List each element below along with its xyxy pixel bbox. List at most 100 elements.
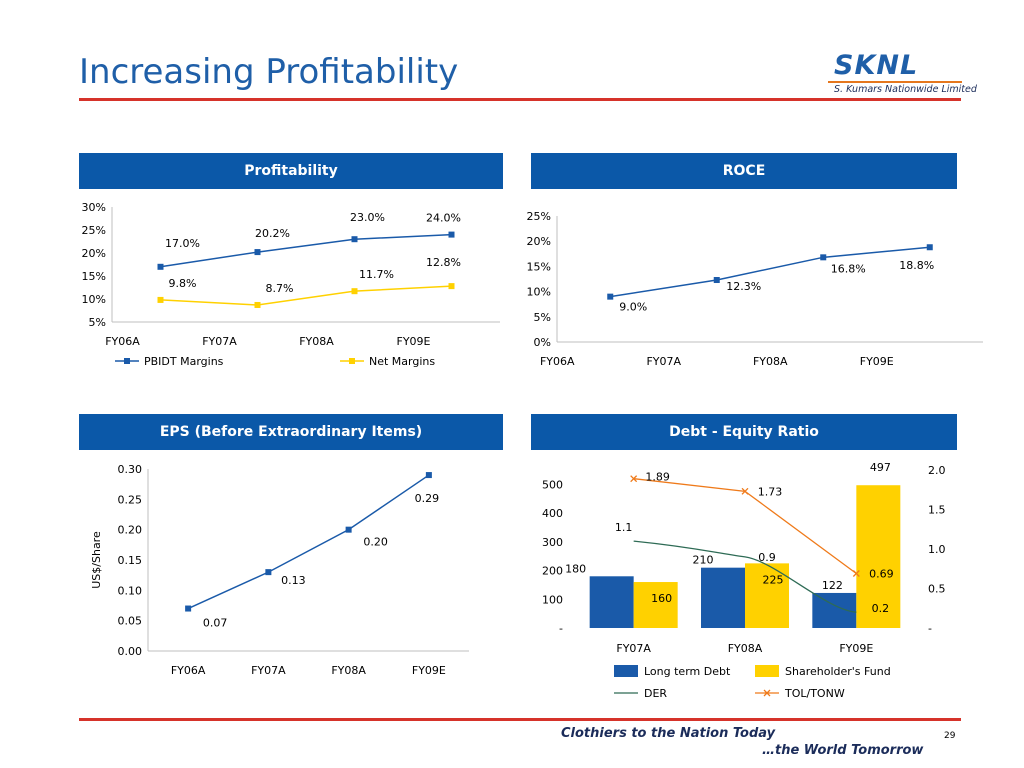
x-tick-label: FY07A	[646, 355, 681, 368]
data-point	[254, 301, 261, 308]
y-tick-label: 15%	[527, 260, 551, 273]
data-label: 0.13	[281, 574, 306, 587]
y-tick-label: 0%	[534, 336, 551, 349]
legend-marker	[124, 358, 130, 364]
legend-label: Shareholder's Fund	[785, 665, 891, 678]
y-tick-label: 0.15	[118, 554, 143, 567]
der-header: Debt - Equity Ratio	[531, 414, 957, 450]
data-label: 11.7%	[359, 268, 394, 281]
data-point	[185, 605, 192, 612]
der-label: 0.2	[872, 602, 890, 615]
y-tick-label-right: 1.5	[928, 504, 946, 517]
der-label: 1.1	[615, 521, 633, 534]
page-number: 29	[944, 731, 956, 741]
logo-company-name: S. Kumars Nationwide Limited	[834, 84, 977, 95]
profitability-header: Profitability	[79, 153, 503, 189]
y-tick-label-right: -	[928, 622, 932, 635]
tol-label: 1.73	[758, 485, 783, 498]
tagline-secondary: …the World Tomorrow	[762, 743, 924, 758]
data-label: 0.29	[415, 492, 440, 505]
y-tick-label-left: 400	[542, 507, 563, 520]
data-point	[157, 296, 164, 303]
x-tick-label: FY07A	[202, 335, 237, 348]
y-tick-label-left: 100	[542, 593, 563, 606]
slide-title: Increasing Profitability	[79, 52, 459, 92]
series-line	[160, 285, 452, 306]
series-line	[160, 233, 452, 268]
bar	[856, 485, 901, 628]
x-tick-label: FY08A	[331, 664, 366, 677]
data-label: 0.07	[203, 617, 228, 630]
x-tick-label: FY06A	[540, 355, 575, 368]
tol-line	[633, 478, 857, 575]
data-point	[448, 231, 455, 238]
data-label: 9.8%	[169, 277, 197, 290]
y-tick-label: 25%	[82, 224, 106, 237]
y-axis-label: US$/Share	[90, 531, 103, 589]
y-tick-label: 0.30	[118, 463, 143, 476]
data-point	[713, 277, 720, 284]
y-tick-label: 5%	[89, 316, 106, 329]
y-tick-label: 25%	[527, 210, 551, 223]
roce-chart: 0% 5% 10% 15% 20% 25% FY06A FY07A FY08A FY09E 9.0%…	[527, 210, 983, 368]
logo-wordmark: SKNL	[834, 50, 919, 81]
legend-label: Net Margins	[369, 355, 435, 368]
legend-label: TOL/TONW	[784, 687, 845, 700]
data-label: 12.8%	[426, 256, 461, 269]
tol-label: 1.89	[645, 471, 670, 484]
y-tick-label-right: 0.5	[928, 583, 946, 596]
bar	[701, 567, 745, 628]
y-tick-label: 10%	[82, 293, 106, 306]
data-label: 17.0%	[165, 237, 200, 250]
data-label: 12.3%	[726, 280, 761, 293]
x-tick-label: FY09E	[860, 355, 894, 368]
data-point	[254, 249, 261, 256]
roce-header: ROCE	[531, 153, 957, 189]
tol-marker	[630, 475, 638, 483]
y-tick-label: 30%	[82, 201, 106, 214]
y-tick-label: 5%	[534, 311, 551, 324]
data-point	[351, 288, 358, 295]
x-tick-label: FY07A	[251, 664, 286, 677]
y-tick-label: 20%	[82, 247, 106, 260]
eps-chart: 0.00 0.05 0.10 0.15 0.20 0.25 0.30 FY06A FY07A FY…	[90, 463, 469, 677]
profitability-chart: 5% 10% 15% 20% 25% 30% FY06A FY07A FY08A FY09E 17.…	[82, 201, 500, 368]
x-tick-label: FY06A	[105, 335, 140, 348]
y-tick-label-right: 2.0	[928, 464, 946, 477]
legend-label: Long term Debt	[644, 665, 731, 678]
x-tick-label: FY08A	[299, 335, 334, 348]
footer-divider	[79, 718, 961, 721]
data-label: 20.2%	[255, 227, 290, 240]
data-point	[345, 526, 352, 533]
der-line	[633, 540, 857, 613]
x-tick-label: FY07A	[616, 642, 651, 655]
y-tick-label: 15%	[82, 270, 106, 283]
y-tick-label-left: 500	[542, 478, 563, 491]
data-label: 16.8%	[831, 262, 866, 275]
legend-swatch	[614, 665, 638, 677]
bar	[745, 563, 789, 628]
x-tick-label: FY08A	[753, 355, 788, 368]
data-point	[607, 293, 614, 300]
y-tick-label: 0.00	[118, 645, 143, 658]
bar-label: 210	[693, 554, 714, 567]
y-tick-label-left: -	[559, 622, 563, 635]
debt-equity-chart: - 100 200 300 400 500 - 0.5 1.0 1.5 2.0 FY07A FY08A F…	[542, 461, 946, 700]
bar-label: 497	[870, 461, 891, 474]
bar-label: 122	[822, 579, 843, 592]
data-point	[351, 236, 358, 243]
y-tick-label: 0.25	[118, 493, 143, 506]
der-label: 0.9	[758, 551, 776, 564]
data-label: 8.7%	[266, 282, 294, 295]
data-label: 18.8%	[899, 259, 934, 272]
tol-marker	[852, 570, 860, 577]
bar-label: 225	[763, 573, 784, 586]
y-tick-label: 0.05	[118, 615, 143, 628]
legend-marker	[349, 358, 355, 364]
tol-marker	[741, 487, 749, 495]
data-point	[820, 254, 827, 261]
series-line	[610, 246, 930, 298]
bar-label: 160	[651, 592, 672, 605]
data-label: 0.20	[363, 536, 388, 549]
